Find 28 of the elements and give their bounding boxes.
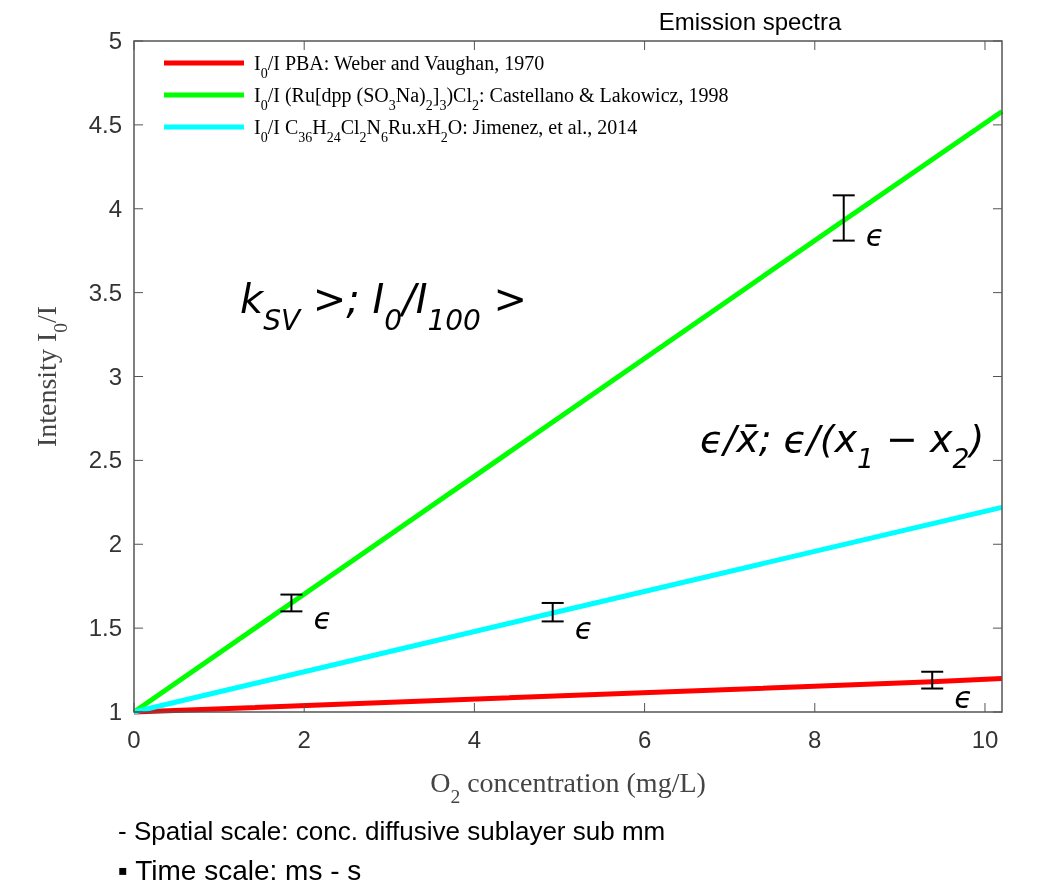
text: I$_{0}$/I C$_{36}$H$_{24}$Cl$_{2}$N$_{6}$Ru.xH$_{2}$O: Jimenez, et al., 2014 <box>254 116 638 145</box>
annotation: ϵ <box>954 679 973 715</box>
x-tick-label: 4 <box>467 726 482 753</box>
x-tick-label: 6 <box>637 726 652 753</box>
x-tick-label: 10 <box>971 726 999 753</box>
y-tick-label: 2 <box>108 530 122 558</box>
x-tick-label: 8 <box>808 726 822 753</box>
x-axis-title: O$_{2}$ concentration (mg/L) <box>430 767 706 807</box>
y-tick-label: 3 <box>108 362 122 390</box>
text: ▪ Time scale: ms - s <box>118 855 362 886</box>
text: I$_{0}$/I (Ru[dpp (SO$_{3}$Na)$_{2}$]$_{3}$)Cl$_{2}$: Castellano & Lakowicz, 1998 <box>254 84 729 113</box>
x-tick-label: 2 <box>297 726 311 753</box>
y-tick-label: 4.5 <box>88 110 122 138</box>
annotation: ϵ <box>313 600 332 636</box>
y-tick-label: 3.5 <box>88 278 122 306</box>
text: - Spatial scale: conc. diffusive sublayer sub mm <box>118 816 666 846</box>
y-tick-label: 5 <box>108 27 122 54</box>
text: Emission spectra <box>658 8 843 35</box>
annotation: k$_{SV}$ >; I$_{0}$/I$_{100}$ > <box>240 276 528 337</box>
annotation: ϵ/x̄; ϵ/(x$_{1}$ − x$_{2}$) <box>700 417 985 474</box>
x-tick-label: 0 <box>127 726 141 753</box>
annotation: ϵ <box>574 611 594 647</box>
y-tick-label: 2.5 <box>88 446 122 474</box>
legend-label: I$_{0}$/I PBA: Weber and Vaughan, 1970 <box>254 52 545 81</box>
y-tick-label: 1.5 <box>88 614 122 642</box>
y-tick-label: 4 <box>108 194 122 222</box>
y-tick-label: 1 <box>108 698 122 725</box>
annotation: ϵ <box>865 218 885 254</box>
